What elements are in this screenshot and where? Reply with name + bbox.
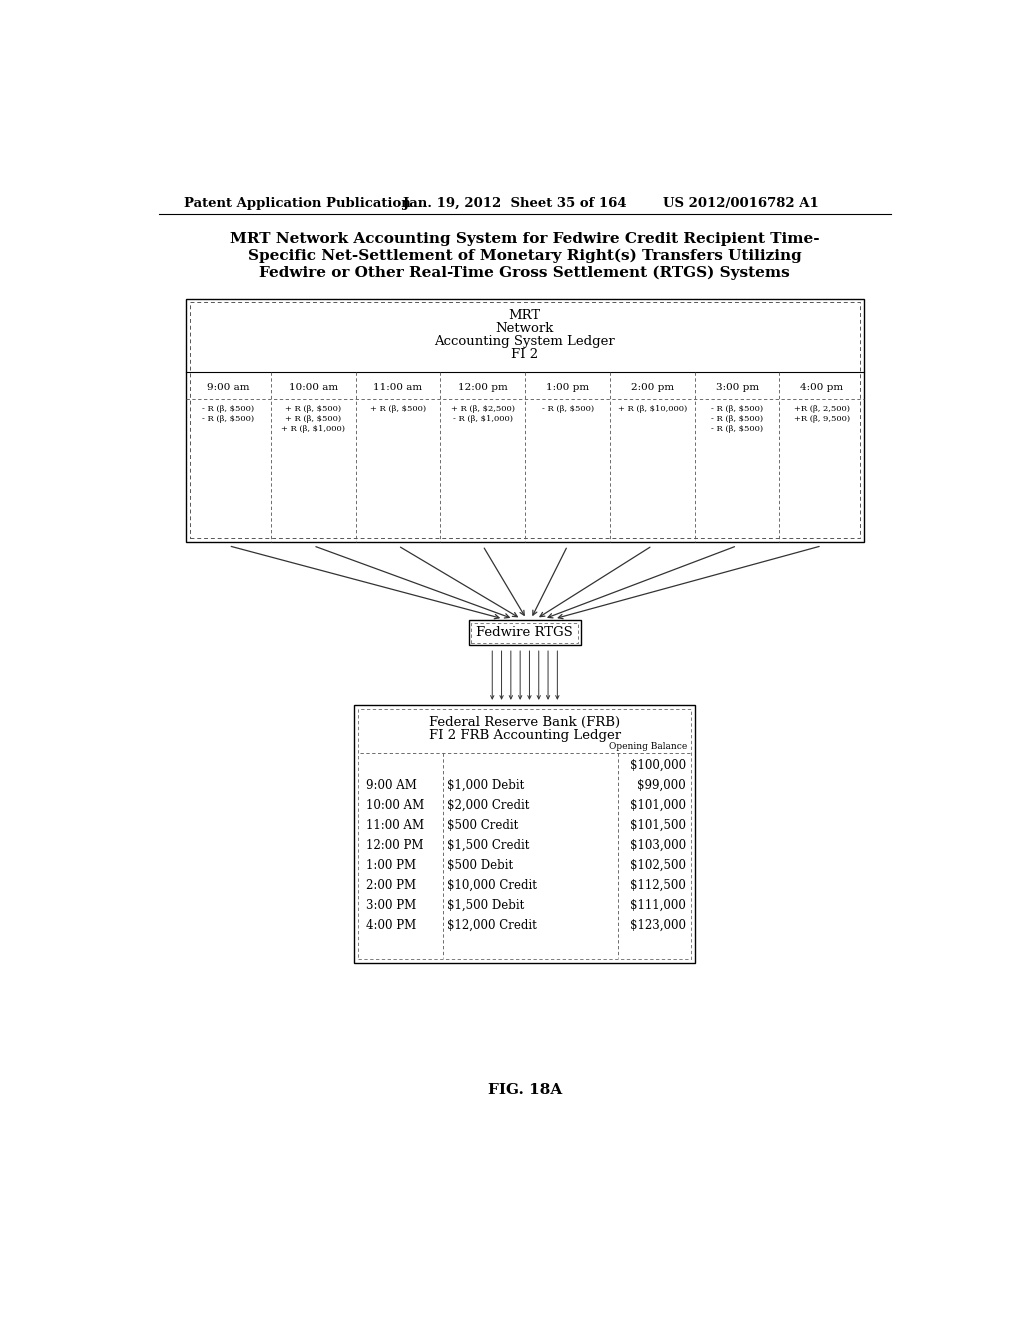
Text: - R (β, $500): - R (β, $500) — [203, 405, 255, 413]
Text: FIG. 18A: FIG. 18A — [487, 1084, 562, 1097]
Text: + R (β, $500): + R (β, $500) — [286, 405, 341, 413]
Text: +R (β, 9,500): +R (β, 9,500) — [794, 414, 850, 422]
Text: 9:00 AM: 9:00 AM — [366, 779, 417, 792]
Text: Fedwire RTGS: Fedwire RTGS — [476, 626, 573, 639]
Text: $1,000 Debit: $1,000 Debit — [447, 779, 524, 792]
Text: 4:00 PM: 4:00 PM — [366, 919, 416, 932]
Text: + R (β, $500): + R (β, $500) — [370, 405, 426, 413]
Bar — [358, 709, 691, 960]
Bar — [186, 298, 864, 543]
Text: $2,000 Credit: $2,000 Credit — [447, 799, 529, 812]
Text: US 2012/0016782 A1: US 2012/0016782 A1 — [663, 197, 818, 210]
Text: 2:00 PM: 2:00 PM — [366, 879, 416, 892]
Text: Opening Balance: Opening Balance — [609, 742, 687, 751]
Text: Specific Net-Settlement of Monetary Right(s) Transfers Utilizing: Specific Net-Settlement of Monetary Righ… — [248, 249, 802, 264]
Text: $1,500 Credit: $1,500 Credit — [447, 838, 529, 851]
Text: - R (β, $1,000): - R (β, $1,000) — [453, 414, 513, 422]
Text: FI 2: FI 2 — [511, 348, 539, 362]
Text: $102,500: $102,500 — [630, 859, 686, 871]
Text: +R (β, 2,500): +R (β, 2,500) — [794, 405, 850, 413]
Text: - R (β, $500): - R (β, $500) — [711, 425, 763, 433]
Text: 11:00 am: 11:00 am — [374, 383, 423, 392]
Text: Accounting System Ledger: Accounting System Ledger — [434, 335, 615, 348]
Text: 1:00 PM: 1:00 PM — [366, 859, 416, 871]
Text: 4:00 pm: 4:00 pm — [801, 383, 844, 392]
Text: Federal Reserve Bank (FRB): Federal Reserve Bank (FRB) — [429, 715, 621, 729]
Text: Patent Application Publication: Patent Application Publication — [183, 197, 411, 210]
Text: $12,000 Credit: $12,000 Credit — [447, 919, 537, 932]
Text: $10,000 Credit: $10,000 Credit — [447, 879, 538, 892]
Text: - R (β, $500): - R (β, $500) — [711, 405, 763, 413]
Text: $112,500: $112,500 — [630, 879, 686, 892]
Text: Fedwire or Other Real-Time Gross Settlement (RTGS) Systems: Fedwire or Other Real-Time Gross Settlem… — [259, 265, 791, 280]
Text: - R (β, $500): - R (β, $500) — [203, 414, 255, 422]
Text: $500 Credit: $500 Credit — [447, 818, 518, 832]
Text: $101,500: $101,500 — [630, 818, 686, 832]
Text: 12:00 pm: 12:00 pm — [458, 383, 508, 392]
Bar — [190, 302, 860, 539]
Text: 11:00 AM: 11:00 AM — [366, 818, 424, 832]
Text: 10:00 AM: 10:00 AM — [366, 799, 424, 812]
Text: 1:00 pm: 1:00 pm — [546, 383, 589, 392]
Text: 10:00 am: 10:00 am — [289, 383, 338, 392]
Bar — [354, 705, 695, 964]
Text: + R (β, $2,500): + R (β, $2,500) — [451, 405, 515, 413]
Text: - R (β, $500): - R (β, $500) — [542, 405, 594, 413]
Text: Jan. 19, 2012  Sheet 35 of 164: Jan. 19, 2012 Sheet 35 of 164 — [403, 197, 627, 210]
Text: FI 2 FRB Accounting Ledger: FI 2 FRB Accounting Ledger — [429, 730, 621, 742]
Bar — [469, 620, 581, 645]
Text: $99,000: $99,000 — [637, 779, 686, 792]
Text: $111,000: $111,000 — [630, 899, 686, 912]
Text: $103,000: $103,000 — [630, 838, 686, 851]
Text: - R (β, $500): - R (β, $500) — [711, 414, 763, 422]
Text: 3:00 PM: 3:00 PM — [366, 899, 416, 912]
Text: $123,000: $123,000 — [630, 919, 686, 932]
Text: Network: Network — [496, 322, 554, 335]
Text: $101,000: $101,000 — [630, 799, 686, 812]
Text: 3:00 pm: 3:00 pm — [716, 383, 759, 392]
Text: MRT Network Accounting System for Fedwire Credit Recipient Time-: MRT Network Accounting System for Fedwir… — [230, 232, 819, 247]
Text: 12:00 PM: 12:00 PM — [366, 838, 424, 851]
Text: 9:00 am: 9:00 am — [207, 383, 250, 392]
Text: + R (β, $10,000): + R (β, $10,000) — [617, 405, 687, 413]
Bar — [471, 623, 579, 643]
Text: $100,000: $100,000 — [630, 759, 686, 772]
Text: + R (β, $500): + R (β, $500) — [286, 414, 341, 422]
Text: $500 Debit: $500 Debit — [447, 859, 513, 871]
Text: MRT: MRT — [509, 309, 541, 322]
Text: 2:00 pm: 2:00 pm — [631, 383, 674, 392]
Text: $1,500 Debit: $1,500 Debit — [447, 899, 524, 912]
Text: + R (β, $1,000): + R (β, $1,000) — [282, 425, 345, 433]
